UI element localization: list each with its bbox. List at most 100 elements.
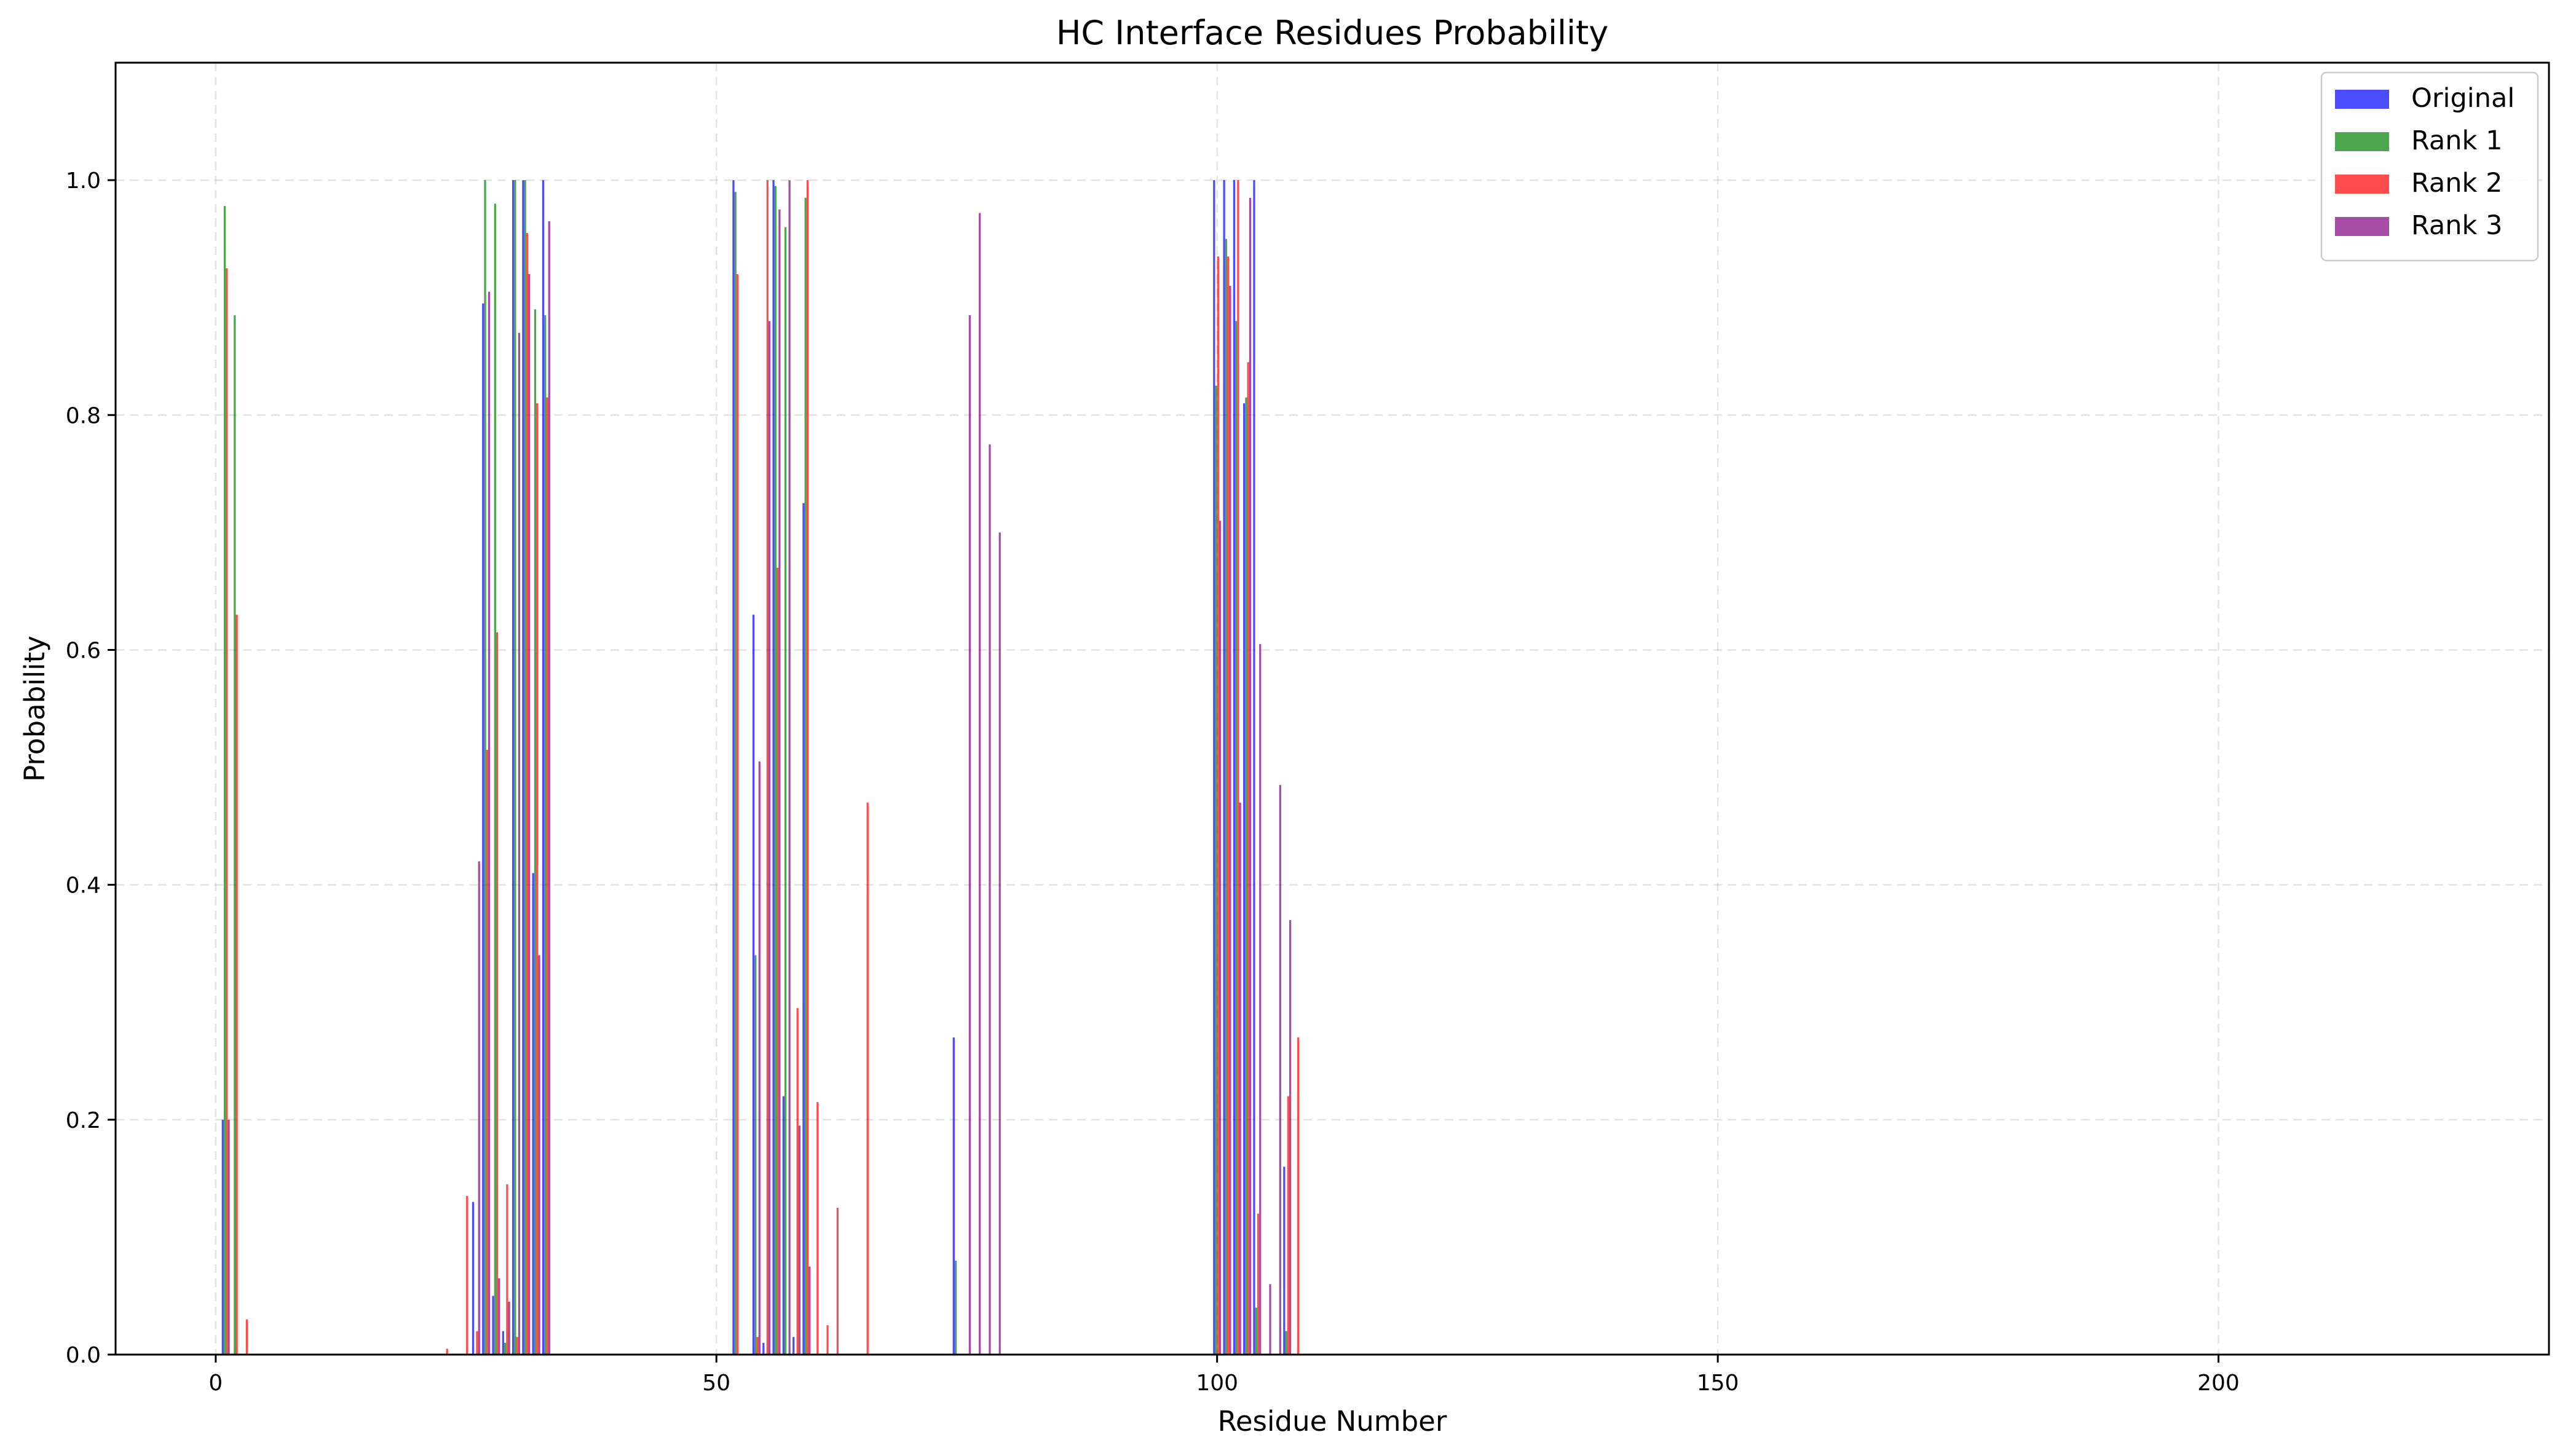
- bar-rank-1-residue-57: [784, 227, 787, 1355]
- bar-rank-3-residue-104: [1259, 643, 1262, 1355]
- bar-rank-3-residue-101: [1229, 286, 1231, 1355]
- x-tick-label-4: 200: [2197, 1371, 2240, 1396]
- legend-label-rank-1: Rank 1: [2411, 125, 2502, 156]
- bar-rank-2-residue-54: [756, 1337, 759, 1355]
- bar-original-residue-55: [762, 1342, 765, 1355]
- bar-rank-1-residue-33: [544, 315, 547, 1355]
- bar-original-residue-30: [512, 180, 515, 1355]
- bar-rank-1-residue-32: [534, 309, 537, 1355]
- x-axis-ticks: 0 50 100 150 200: [208, 1355, 2240, 1396]
- bar-rank-3-residue-75: [968, 315, 971, 1355]
- bar-original-residue-58: [792, 1337, 795, 1355]
- bar-rank-2-residue-23: [446, 1348, 448, 1355]
- bar-rank-2-residue-102: [1237, 180, 1239, 1355]
- bar-original-residue-33: [542, 180, 545, 1355]
- bar-rank-3-residue-57: [788, 180, 791, 1355]
- legend-swatch-rank-1: [2335, 132, 2389, 151]
- series-original: [221, 180, 1286, 1355]
- bar-rank-1-residue-30: [514, 180, 516, 1355]
- bar-rank-1-residue-74: [954, 1261, 957, 1355]
- bar-rank-3-residue-78: [998, 532, 1001, 1355]
- bar-rank-2-residue-62: [836, 1208, 839, 1355]
- bar-rank-1-residue-102: [1235, 321, 1238, 1355]
- series-rank-3: [227, 180, 1292, 1355]
- bar-rank-2-residue-30: [516, 1337, 518, 1355]
- bar-rank-2-residue-107: [1287, 1096, 1289, 1355]
- bar-rank-1-residue-31: [524, 180, 526, 1355]
- bar-rank-3-residue-31: [528, 273, 531, 1355]
- x-axis-label: Residue Number: [1218, 1405, 1447, 1438]
- bar-original-residue-32: [532, 873, 534, 1355]
- bar-rank-3-residue-55: [768, 321, 771, 1355]
- bar-rank-3-residue-107: [1289, 919, 1292, 1355]
- bar-rank-3-residue-26: [478, 861, 480, 1355]
- legend-label-rank-2: Rank 2: [2411, 168, 2502, 199]
- bar-original-residue-29: [502, 1331, 504, 1355]
- bar-original-residue-103: [1243, 403, 1246, 1355]
- bar-rank-1-residue-28: [494, 203, 496, 1355]
- bar-rank-3-residue-100: [1219, 521, 1222, 1355]
- bar-rank-3-residue-54: [758, 761, 760, 1355]
- bar-rank-3-residue-27: [488, 291, 491, 1355]
- bar-rank-2-residue-59: [806, 180, 809, 1355]
- bar-rank-2-residue-108: [1297, 1037, 1300, 1355]
- bar-original-residue-57: [782, 1096, 785, 1355]
- bar-rank-1-residue-101: [1225, 238, 1227, 1355]
- bar-rank-2-residue-56: [776, 567, 779, 1355]
- bar-rank-3-residue-32: [538, 955, 540, 1355]
- bar-rank-2-residue-28: [496, 632, 499, 1355]
- bar-original-residue-27: [482, 303, 484, 1355]
- bar-rank-2-residue-3: [245, 1319, 248, 1355]
- y-tick-label-3: 0.6: [66, 638, 101, 663]
- bar-rank-1-residue-104: [1255, 1307, 1257, 1355]
- legend-swatch-rank-3: [2335, 217, 2389, 236]
- bar-rank-1-residue-29: [504, 1342, 507, 1355]
- bar-rank-3-residue-1: [227, 1119, 230, 1355]
- bar-rank-3-residue-105: [1269, 1284, 1271, 1355]
- bar-rank-3-residue-102: [1239, 802, 1241, 1355]
- bar-rank-2-residue-101: [1227, 256, 1230, 1355]
- bar-rank-2-residue-25: [466, 1196, 468, 1355]
- bar-rank-2-residue-100: [1217, 256, 1219, 1355]
- bar-rank-1-residue-52: [734, 192, 737, 1355]
- bar-original-residue-56: [772, 180, 775, 1355]
- bar-rank-2-residue-26: [476, 1331, 478, 1355]
- bar-rank-3-residue-29: [508, 1302, 510, 1355]
- y-tick-label-5: 1.0: [66, 168, 101, 194]
- bar-original-residue-102: [1233, 180, 1236, 1355]
- bar-rank-1-residue-2: [234, 315, 236, 1355]
- bar-rank-3-residue-56: [778, 209, 781, 1355]
- bar-original-residue-52: [732, 180, 735, 1355]
- plot-frame: [114, 61, 2550, 1356]
- bar-rank-3-residue-28: [498, 1278, 500, 1355]
- bar-original-residue-54: [752, 615, 755, 1355]
- chart-title: HC Interface Residues Probability: [1056, 14, 1608, 52]
- bar-rank-2-residue-33: [546, 397, 548, 1355]
- bar-rank-2-residue-103: [1247, 362, 1249, 1355]
- y-tick-label-4: 0.8: [66, 403, 101, 428]
- bar-rank-1-residue-1: [223, 206, 226, 1355]
- bar-rank-3-residue-30: [518, 333, 521, 1355]
- bar-original-residue-107: [1283, 1167, 1286, 1355]
- bar-rank-2-residue-65: [866, 802, 869, 1355]
- y-axis-label: Probability: [18, 636, 51, 782]
- bar-rank-1-residue-107: [1285, 1331, 1287, 1355]
- bar-rank-1-residue-56: [774, 186, 777, 1355]
- bar-rank-2-residue-32: [536, 403, 539, 1355]
- bar-original-residue-28: [492, 1296, 494, 1355]
- bars: [221, 180, 1300, 1355]
- bar-rank-3-residue-33: [548, 221, 550, 1355]
- bar-rank-1-residue-27: [484, 180, 486, 1355]
- bar-rank-1-residue-103: [1245, 397, 1247, 1355]
- bar-rank-2-residue-2: [235, 615, 238, 1355]
- x-tick-label-2: 100: [1196, 1371, 1238, 1396]
- bar-rank-2-residue-60: [816, 1102, 819, 1355]
- bar-rank-3-residue-106: [1279, 785, 1281, 1355]
- y-tick-label-0: 0.0: [66, 1343, 101, 1368]
- bar-original-residue-1: [221, 1119, 224, 1355]
- x-tick-label-0: 0: [208, 1371, 223, 1396]
- bar-rank-3-residue-77: [989, 444, 991, 1355]
- legend-swatch-rank-2: [2335, 175, 2389, 194]
